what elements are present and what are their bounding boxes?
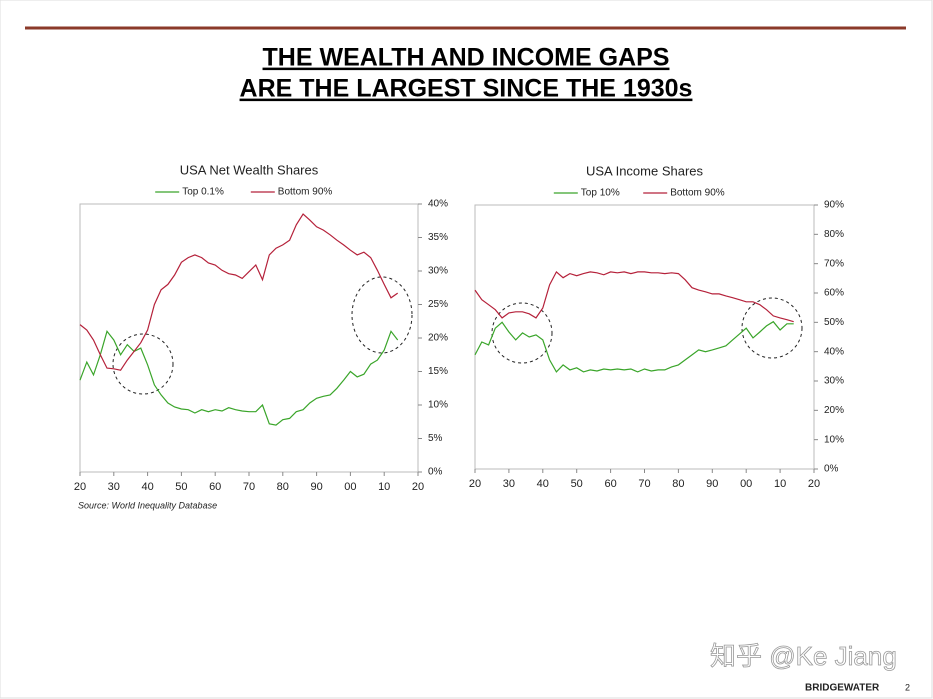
watermark: 知乎 @Ke Jiang [710,641,897,671]
source-note: Source: World Inequality Database [78,500,217,510]
x-tick-label: 60 [209,481,221,493]
y-tick-label: 30% [428,266,448,277]
y-tick-label: 70% [824,258,844,269]
highlight-circle [491,302,553,364]
legend-label: Bottom 90% [278,187,333,198]
y-tick-label: 30% [824,376,844,387]
x-tick-label: 90 [706,478,718,490]
series-line [79,330,399,426]
chart-title: USA Income Shares [586,163,704,178]
x-tick-label: 50 [175,481,187,493]
x-tick-label: 50 [571,478,583,490]
x-tick-label: 90 [310,481,322,493]
y-tick-label: 0% [824,464,839,475]
x-tick-label: 80 [672,478,684,490]
highlight-circle [351,276,413,354]
x-tick-label: 10 [774,478,786,490]
y-tick-label: 90% [824,200,844,211]
highlight-circle [741,297,803,359]
series-line [474,320,794,373]
y-tick-label: 10% [824,434,844,445]
series-line [474,270,794,323]
x-tick-label: 10 [378,481,390,493]
y-tick-label: 40% [428,199,448,210]
x-tick-label: 20 [469,478,481,490]
x-tick-label: 00 [740,478,752,490]
chart-title: USA Net Wealth Shares [180,162,319,177]
y-tick-label: 35% [428,232,448,243]
y-tick-label: 20% [824,405,844,416]
slide-title-line: ARE THE LARGEST SINCE THE 1930s [240,75,693,103]
legend-label: Bottom 90% [670,188,725,199]
highlight-circle [112,333,174,395]
y-tick-label: 0% [428,467,443,478]
series-line [79,213,399,371]
x-tick-label: 30 [108,481,120,493]
y-tick-label: 50% [824,317,844,328]
x-tick-label: 20 [74,481,86,493]
y-tick-label: 15% [428,366,448,377]
y-tick-label: 5% [428,433,443,444]
y-tick-label: 60% [824,288,844,299]
x-tick-label: 30 [503,478,515,490]
brand: BRIDGEWATER [805,683,880,694]
legend-label: Top 0.1% [182,187,224,198]
y-tick-label: 40% [824,346,844,357]
x-tick-label: 70 [243,481,255,493]
x-tick-label: 40 [537,478,549,490]
x-tick-label: 20 [412,481,424,493]
y-tick-label: 80% [824,229,844,240]
x-tick-label: 20 [808,478,820,490]
x-tick-label: 70 [638,478,650,490]
y-tick-label: 25% [428,299,448,310]
y-tick-label: 10% [428,400,448,411]
x-tick-label: 40 [141,481,153,493]
x-tick-label: 80 [277,481,289,493]
legend-label: Top 10% [581,188,620,199]
y-tick-label: 20% [428,333,448,344]
page-number: 2 [905,682,910,692]
x-tick-label: 60 [604,478,616,490]
slide-title-line: THE WEALTH AND INCOME GAPS [263,44,670,72]
x-tick-label: 00 [344,481,356,493]
